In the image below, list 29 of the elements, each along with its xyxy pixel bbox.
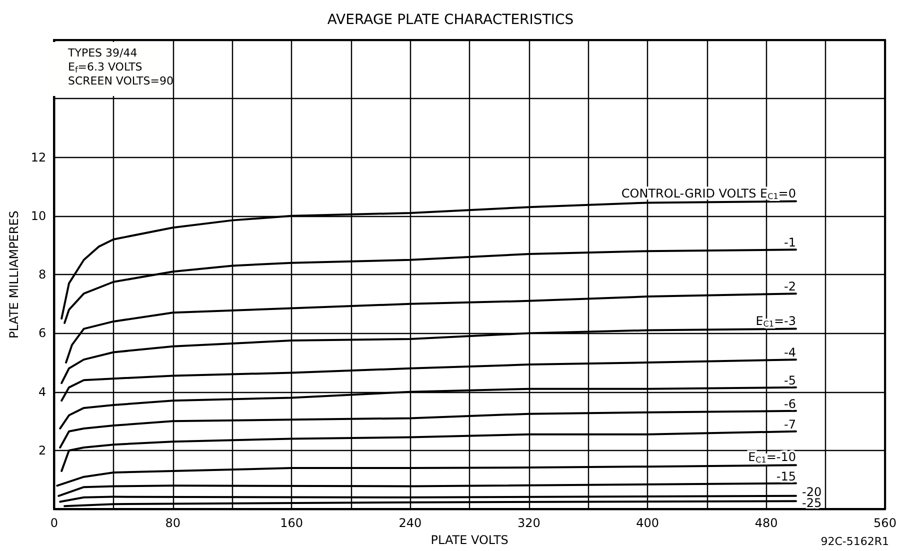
series-label: -2 bbox=[784, 280, 796, 294]
y-tick-label: 4 bbox=[38, 384, 46, 399]
series-label: -25 bbox=[802, 496, 822, 510]
chart-title: AVERAGE PLATE CHARACTERISTICS bbox=[327, 12, 574, 28]
x-tick-label: 400 bbox=[636, 516, 660, 530]
x-tick-label: 560 bbox=[874, 516, 896, 530]
x-tick-label: 320 bbox=[517, 516, 540, 530]
y-axis-title: PLATE MILLIAMPERES bbox=[7, 210, 21, 339]
annotation: TYPES 39/44 bbox=[67, 46, 138, 60]
y-tick-label: 6 bbox=[38, 326, 46, 340]
x-tick-label: 480 bbox=[754, 516, 778, 530]
y-tick-label: 2 bbox=[38, 443, 46, 458]
series-label: -4 bbox=[784, 346, 796, 360]
y-tick-label: 10 bbox=[30, 208, 46, 223]
x-axis-title: PLATE VOLTS bbox=[430, 533, 508, 547]
y-tick-label: 8 bbox=[38, 268, 46, 282]
text: 92C-5162R1 bbox=[820, 535, 890, 548]
series-label: -7 bbox=[784, 417, 796, 432]
x-tick-label: 80 bbox=[165, 516, 180, 530]
x-tick-label: 0 bbox=[50, 516, 58, 530]
y-tick-label: 12 bbox=[30, 150, 46, 164]
series-label: -15 bbox=[776, 469, 796, 484]
series-label: -20 bbox=[802, 484, 822, 499]
annotation: SCREEN VOLTS=90 bbox=[68, 74, 174, 88]
x-tick-label: 240 bbox=[398, 516, 422, 530]
x-tick-label: 160 bbox=[280, 516, 304, 530]
series-label: -1 bbox=[784, 236, 796, 250]
series-label: -5 bbox=[784, 373, 796, 388]
series-label: -6 bbox=[784, 396, 796, 411]
